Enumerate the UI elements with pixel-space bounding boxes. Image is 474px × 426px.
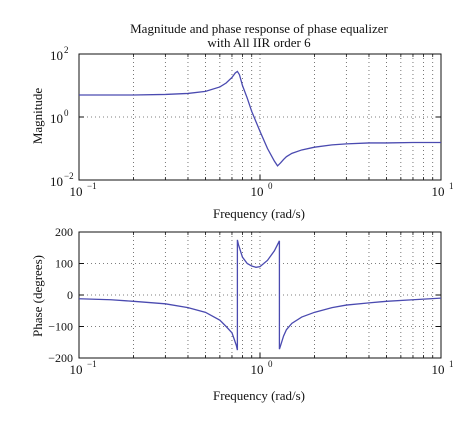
magnitude-x-tick-exponent: 1 (449, 181, 454, 191)
phase-x-tick-label: 10 (70, 362, 83, 377)
magnitude-y-tick-label: 10 (50, 174, 63, 189)
phase-y-tick-label: 0 (67, 288, 73, 302)
phase-ylabel: Phase (degrees) (30, 255, 45, 337)
magnitude-x-tick-exponent: 0 (268, 181, 273, 191)
chart-title-line-1: Magnitude and phase response of phase eq… (130, 21, 388, 36)
magnitude-y-tick-exponent: −2 (64, 171, 74, 181)
phase-x-tick-label: 10 (251, 362, 264, 377)
phase-grid (79, 232, 441, 358)
phase-y-tick-label: 100 (55, 257, 73, 271)
magnitude-plot: 10 −1 10 0 10 110 −210 010 2 (50, 45, 454, 199)
phase-y-tick-label: −200 (48, 351, 73, 365)
magnitude-x-tick-label: 10 (251, 184, 264, 199)
phase-x-tick-exponent: 1 (449, 359, 454, 369)
phase-series-line (78, 239, 442, 351)
phase-x-tick-label: 10 (432, 362, 445, 377)
magnitude-x-tick-exponent: −1 (87, 181, 97, 191)
magnitude-ylabel: Magnitude (30, 88, 45, 145)
phase-y-tick-label: −100 (48, 320, 73, 334)
chart-title: Magnitude and phase response of phase eq… (130, 21, 388, 50)
phase-x-tick-exponent: −1 (87, 359, 97, 369)
magnitude-grid (79, 54, 441, 180)
magnitude-x-tick-label: 10 (432, 184, 445, 199)
phase-y-tick-label: 200 (55, 225, 73, 239)
magnitude-y-tick-label: 10 (50, 48, 63, 63)
magnitude-y-tick-exponent: 2 (64, 45, 69, 55)
magnitude-y-tick-exponent: 0 (64, 108, 69, 118)
magnitude-x-tick-label: 10 (70, 184, 83, 199)
magnitude-y-tick-label: 10 (50, 111, 63, 126)
phase-xlabel: Frequency (rad/s) (213, 388, 305, 403)
magnitude-series-line (79, 70, 441, 167)
phase-x-tick-exponent: 0 (268, 359, 273, 369)
magnitude-xlabel: Frequency (rad/s) (213, 206, 305, 221)
chart-title-line-2: with All IIR order 6 (207, 35, 311, 50)
